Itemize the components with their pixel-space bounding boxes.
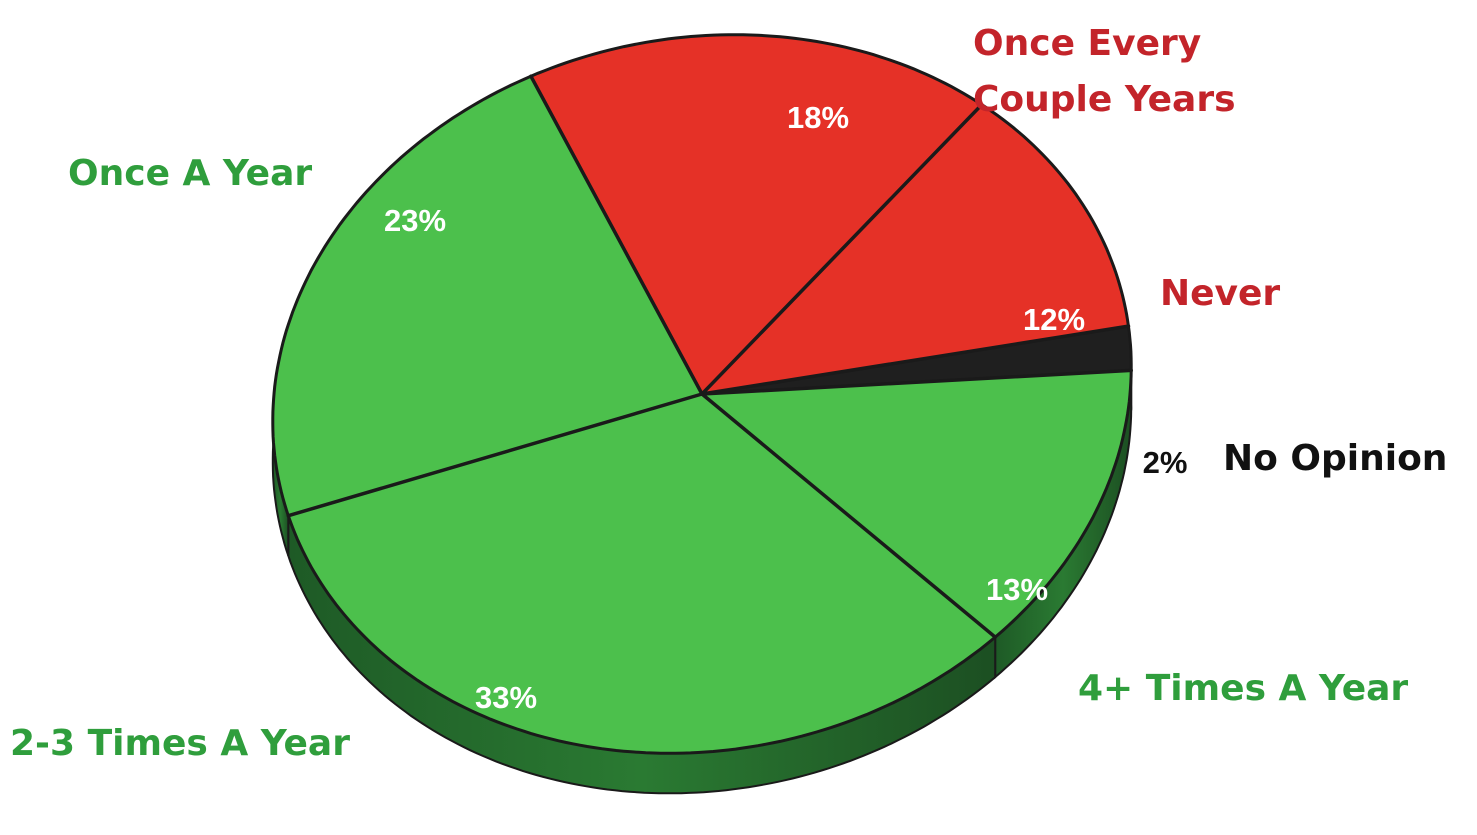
slice-divider-once-every-couple-years xyxy=(529,74,704,396)
slice-divider-2-3-times-a-year xyxy=(700,392,997,639)
category-label-4-times-a-year: 4+ Times A Year xyxy=(1078,668,1408,709)
percent-label-2-3-times-a-year: 33% xyxy=(475,680,537,715)
category-label-line: Never xyxy=(1160,273,1280,314)
category-label-line: 2-3 Times A Year xyxy=(10,723,350,764)
category-label-once-a-year: Once A Year xyxy=(68,153,312,194)
slice-divider-once-a-year xyxy=(286,392,704,518)
pie-slice-4-times-a-year xyxy=(702,370,1132,638)
pie-slice-never xyxy=(702,104,1129,394)
percent-label-no-opinion: 2% xyxy=(1143,445,1188,480)
pie-divider-layer xyxy=(286,74,1133,639)
slice-divider-4-times-a-year xyxy=(700,368,1133,396)
percent-label-4-times-a-year: 13% xyxy=(986,572,1048,607)
category-label-line: No Opinion xyxy=(1223,438,1447,479)
category-label-once-every-couple-years: Once Every Couple Years xyxy=(973,23,1236,120)
slice-divider-no-opinion xyxy=(700,324,1131,396)
category-label-line: Once A Year xyxy=(68,153,312,194)
pie-slice-2-3-times-a-year xyxy=(288,394,996,754)
pie-top-layer xyxy=(272,34,1132,754)
category-label-line: Once Every xyxy=(973,23,1201,64)
percent-label-once-every-couple-years: 18% xyxy=(787,100,849,135)
percent-label-once-a-year: 23% xyxy=(384,203,446,238)
slice-divider-never xyxy=(700,102,984,396)
percent-label-never: 12% xyxy=(1023,302,1085,337)
category-label-2-3-times-a-year: 2-3 Times A Year xyxy=(10,723,350,764)
category-label-no-opinion: No Opinion xyxy=(1223,438,1447,479)
pie-label-layer: 18% Once Every Couple Years 12% Never 2% No Op… xyxy=(10,23,1447,764)
pie-slice-once-every-couple-years xyxy=(530,34,982,394)
category-label-never: Never xyxy=(1160,273,1280,314)
category-label-line: 4+ Times A Year xyxy=(1078,668,1408,709)
pie-slice-once-a-year xyxy=(272,76,702,516)
pie-rim-layer xyxy=(271,33,1133,755)
pie-rim xyxy=(271,33,1133,755)
category-label-line: Couple Years xyxy=(973,79,1236,120)
